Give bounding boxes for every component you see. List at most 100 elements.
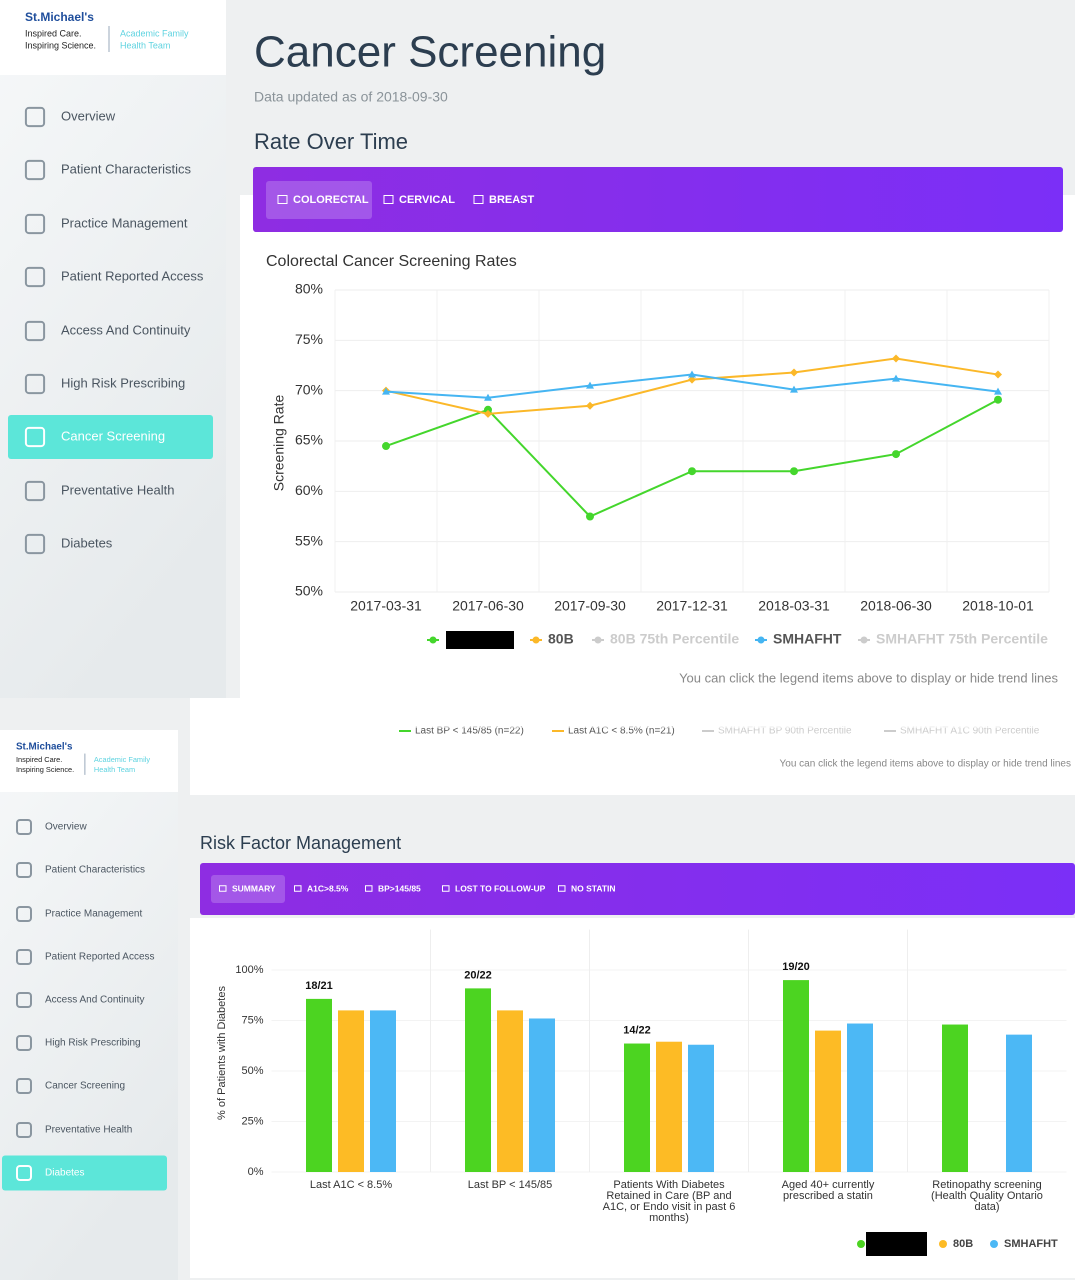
nav-item[interactable]: Access And Continuity: [45, 995, 145, 1006]
tab[interactable]: BP>145/85: [378, 883, 421, 893]
y-tick-label: 25%: [241, 1115, 263, 1127]
legend-item[interactable]: 80B: [548, 631, 574, 647]
tab[interactable]: BREAST: [489, 194, 535, 206]
section-title: Risk Factor Management: [200, 833, 401, 853]
value-label: 18/21: [305, 980, 333, 992]
legend-marker: [857, 1240, 865, 1248]
x-tick-label: 2017-09-30: [554, 598, 626, 614]
nav-item[interactable]: Cancer Screening: [45, 1081, 125, 1092]
nav-item[interactable]: Practice Management: [61, 215, 188, 230]
value-label: 19/20: [782, 961, 810, 973]
legend-note: You can click the legend items above to …: [679, 670, 1058, 685]
y-axis-label: % of Patients with Diabetes: [216, 986, 228, 1120]
nav-icon: [16, 949, 32, 965]
legend-item[interactable]: Last A1C < 8.5% (n=21): [568, 726, 675, 737]
nav-item[interactable]: Overview: [61, 108, 116, 123]
nav-icon: [16, 862, 32, 878]
point: [892, 374, 900, 382]
prev-note: You can click the legend items above to …: [780, 759, 1071, 770]
y-tick-label: 50%: [295, 583, 323, 599]
tab[interactable]: CERVICAL: [399, 194, 455, 206]
x-tick-label: 2018-06-30: [860, 598, 932, 614]
redacted: [866, 1232, 927, 1256]
y-axis-label: Screening Rate: [271, 395, 287, 492]
x-tick-label: 2017-03-31: [350, 598, 422, 614]
tab[interactable]: LOST TO FOLLOW-UP: [455, 883, 546, 893]
tab-active: [211, 875, 285, 903]
tab[interactable]: SUMMARY: [232, 883, 276, 893]
bar: [1006, 1034, 1032, 1172]
nav-item[interactable]: Patient Characteristics: [61, 161, 192, 176]
nav-item[interactable]: Patient Characteristics: [45, 865, 145, 876]
point: [994, 395, 1002, 404]
nav-icon: [24, 213, 46, 235]
nav-item[interactable]: High Risk Prescribing: [61, 375, 185, 390]
legend-marker: [532, 636, 540, 644]
section-title: Rate Over Time: [254, 129, 408, 154]
nav-item[interactable]: Practice Management: [45, 909, 142, 920]
legend-marker: [860, 636, 868, 644]
nav-item[interactable]: Preventative Health: [61, 482, 174, 497]
point: [790, 368, 798, 377]
y-tick-label: 75%: [295, 331, 323, 347]
point: [484, 409, 492, 418]
y-tick-label: 70%: [295, 381, 323, 397]
logo-brand: St.Michael's: [25, 10, 94, 24]
point: [994, 387, 1002, 395]
nav-item[interactable]: Patient Reported Access: [45, 952, 155, 963]
nav-item[interactable]: Cancer Screening: [61, 428, 165, 443]
nav-icon: [24, 159, 46, 181]
tab[interactable]: A1C>8.5%: [307, 883, 349, 893]
legend-item[interactable]: SMHAFHT 75th Percentile: [876, 631, 1048, 647]
nav-item[interactable]: Diabetes: [45, 1168, 84, 1179]
y-tick-label: 55%: [295, 532, 323, 548]
nav-icon: [16, 819, 32, 835]
bar: [624, 1043, 650, 1172]
nav-item[interactable]: Patient Reported Access: [61, 268, 204, 283]
tab[interactable]: COLORECTAL: [293, 194, 369, 206]
bar: [656, 1041, 682, 1172]
point: [688, 375, 696, 384]
tab-icon: [294, 885, 302, 892]
nav-item[interactable]: Preventative Health: [45, 1125, 132, 1136]
tab-icon: [219, 885, 227, 892]
logo-line: Inspired Care.: [25, 28, 82, 38]
tab[interactable]: NO STATIN: [571, 883, 616, 893]
legend-item[interactable]: SMHAFHT A1C 90th Percentile: [900, 726, 1040, 737]
bar: [688, 1044, 714, 1172]
point: [994, 370, 1002, 379]
tab-icon: [365, 885, 373, 892]
legend-item[interactable]: SMHAFHT: [773, 631, 842, 647]
legend-marker: [939, 1240, 947, 1248]
x-tick-label: Retinopathy screening (Health Quality Ont…: [931, 1179, 1043, 1213]
nav-icon: [24, 320, 46, 342]
point: [484, 405, 492, 414]
nav-active: [2, 1155, 167, 1191]
nav-item[interactable]: High Risk Prescribing: [45, 1038, 141, 1049]
cut-overlay: [190, 698, 1075, 728]
nav-icon: [16, 1078, 32, 1094]
updated-date: Data updated as of 2018-09-30: [254, 89, 448, 105]
point: [790, 385, 798, 393]
nav-icon: [16, 906, 32, 922]
bar: [370, 1010, 396, 1172]
logo-team: Health Team: [94, 765, 135, 774]
nav-item[interactable]: Access And Continuity: [61, 322, 191, 337]
point: [790, 467, 798, 476]
tab-bar: [253, 167, 1063, 232]
point: [892, 354, 900, 363]
y-tick-label: 100%: [235, 964, 263, 976]
legend-item[interactable]: SMHAFHT BP 90th Percentile: [718, 726, 852, 737]
bottom-logo-box: [0, 730, 178, 792]
nav-item[interactable]: Diabetes: [61, 535, 113, 550]
nav-item[interactable]: Overview: [45, 822, 87, 833]
x-tick-label: Last BP < 145/85: [468, 1179, 553, 1191]
bar: [465, 988, 491, 1172]
legend-item[interactable]: Last BP < 145/85 (n=22): [415, 726, 524, 737]
tab-active: [266, 181, 372, 219]
tab-icon: [558, 885, 566, 892]
legend-item[interactable]: 80B 75th Percentile: [610, 631, 739, 647]
legend-item[interactable]: SMHAFHT: [1004, 1238, 1058, 1250]
legend-item[interactable]: 80B: [953, 1238, 973, 1250]
logo-line: Inspiring Science.: [16, 765, 74, 774]
